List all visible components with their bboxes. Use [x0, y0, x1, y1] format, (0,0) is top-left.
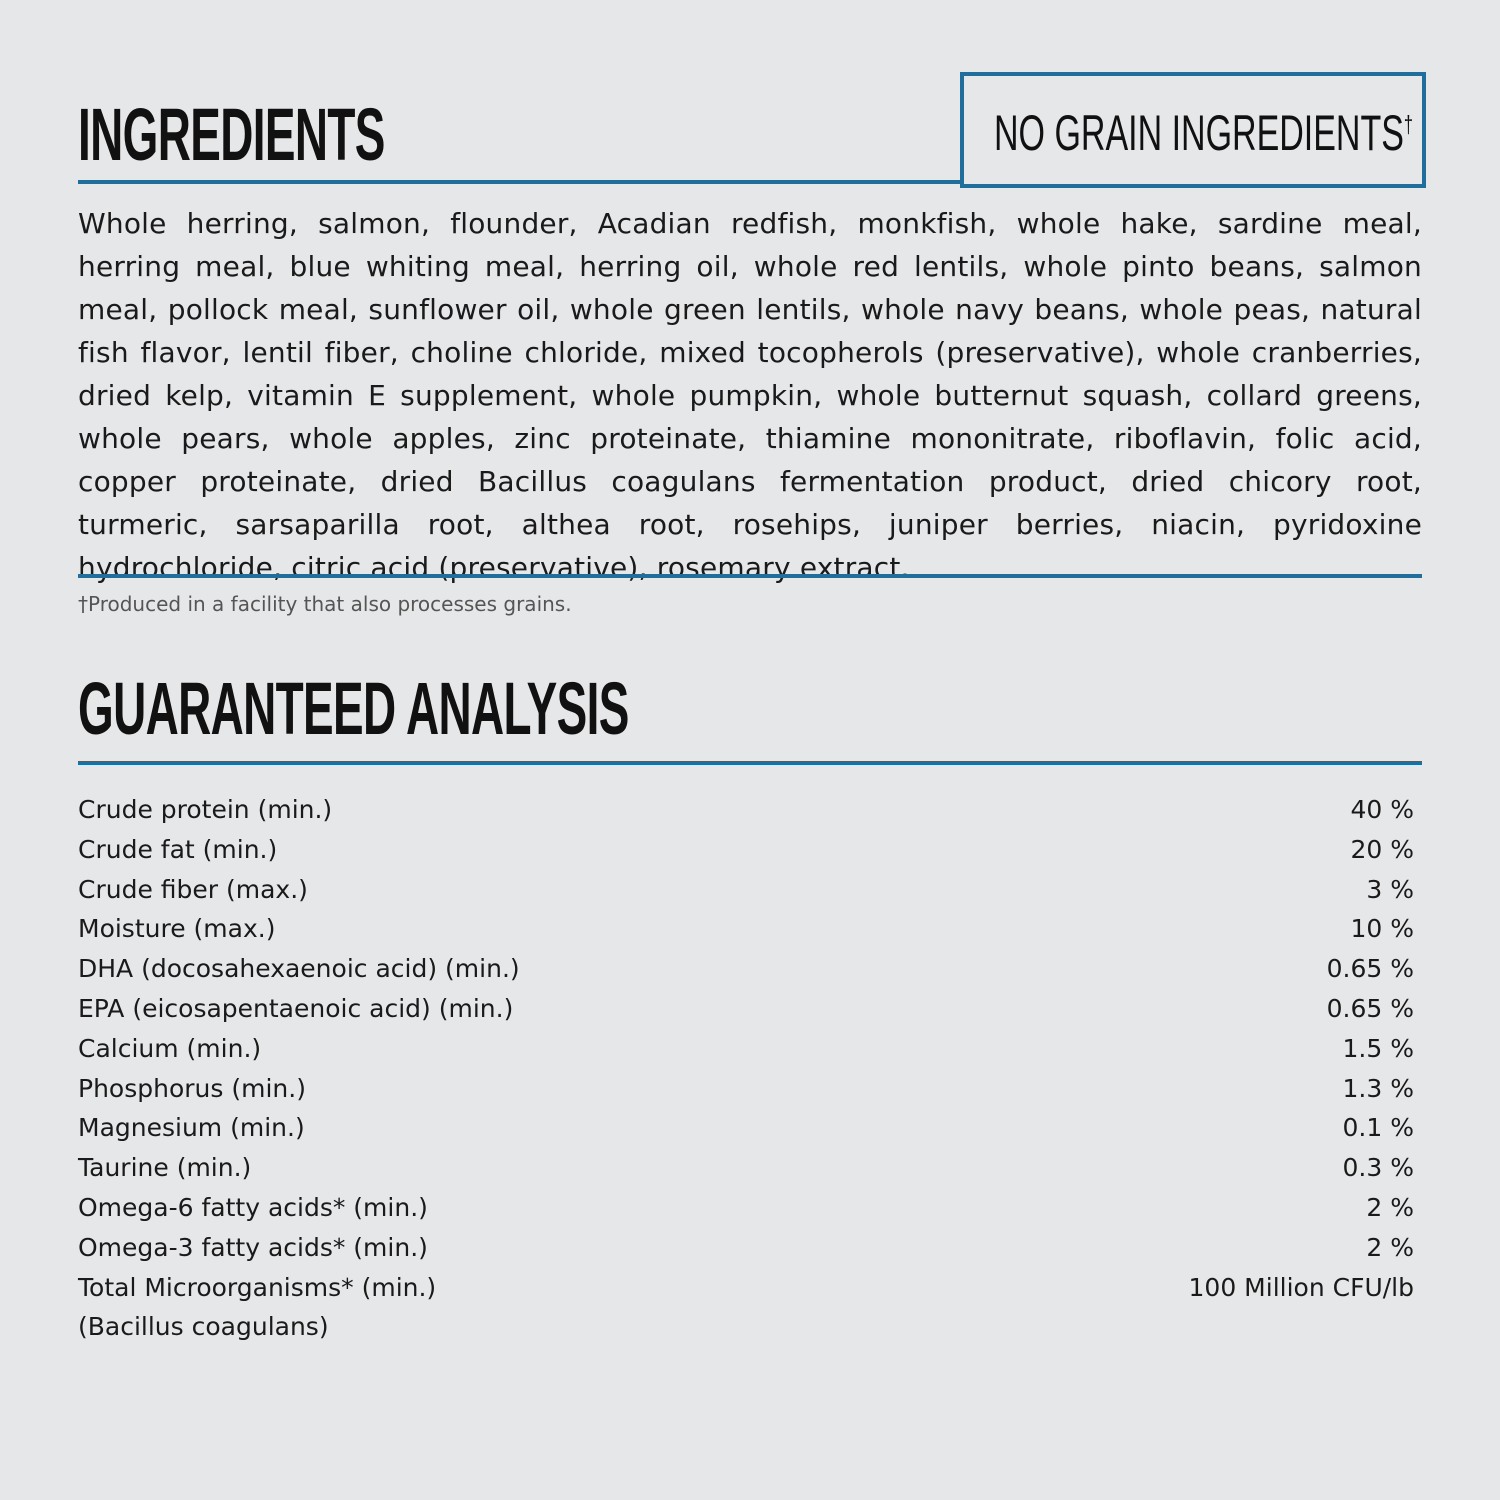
analysis-row: Crude protein (min.) 40 % [78, 790, 1414, 830]
badge-mark: † [1403, 111, 1414, 139]
no-grain-badge: NO GRAIN INGREDIENTS† [960, 72, 1426, 188]
ingredients-bottom-rule [78, 574, 1422, 578]
nutrient-value: 1.5 % [1342, 1033, 1414, 1063]
nutrient-value: 1.3 % [1342, 1073, 1414, 1103]
nutrient-value: 0.65 % [1326, 993, 1414, 1023]
nutrient-value: 20 % [1350, 834, 1414, 864]
nutrient-value: 3 % [1366, 874, 1414, 904]
nutrient-value: 100 Million CFU/lb [1188, 1272, 1414, 1302]
analysis-row: Calcium (min.) 1.5 % [78, 1029, 1414, 1069]
nutrient-label: Taurine (min.) [78, 1153, 252, 1183]
nutrient-label: Crude protein (min.) [78, 795, 333, 824]
nutrient-value: 40 % [1350, 795, 1414, 824]
nutrient-label: Omega-3 fatty acids* (min.) [78, 1232, 428, 1262]
nutrient-label: Moisture (max.) [78, 914, 276, 944]
analysis-row: Magnesium (min.) 0.1 % [78, 1108, 1414, 1148]
analysis-row: DHA (docosahexaenoic acid) (min.) 0.65 % [78, 949, 1414, 989]
ingredients-list: Whole herring, salmon, flounder, Acadian… [78, 207, 1422, 584]
analysis-row: Taurine (min.) 0.3 % [78, 1148, 1414, 1188]
nutrient-label: Crude fiber (max.) [78, 874, 308, 904]
nutrient-value: 0.65 % [1326, 954, 1414, 984]
analysis-row: EPA (eicosapentaenoic acid) (min.) 0.65 % [78, 989, 1414, 1029]
analysis-row: Moisture (max.) 10 % [78, 909, 1414, 949]
microorganism-note: (Bacillus coagulans) [78, 1312, 329, 1342]
analysis-table: Crude protein (min.) 40 % Crude fat (min.)… [78, 790, 1414, 1347]
analysis-row: Omega-6 fatty acids* (min.) 2 % [78, 1188, 1414, 1228]
nutrient-label: Crude fat (min.) [78, 834, 278, 864]
nutrient-value: 0.3 % [1342, 1153, 1414, 1183]
grain-footnote: †Produced in a facility that also proces… [78, 592, 572, 616]
nutrient-label: Total Microorganisms* (min.) [78, 1272, 437, 1302]
analysis-row: Omega-3 fatty acids* (min.) 2 % [78, 1228, 1414, 1268]
nutrient-value: 2 % [1366, 1192, 1414, 1222]
analysis-row: Total Microorganisms* (min.) 100 Million … [78, 1268, 1414, 1308]
nutrient-label: Magnesium (min.) [78, 1113, 305, 1143]
analysis-heading: GUARANTEED ANALYSIS [78, 667, 629, 750]
nutrient-value: 10 % [1350, 914, 1414, 944]
badge-text: NO GRAIN INGREDIENTS [994, 105, 1404, 161]
nutrient-label: Phosphorus (min.) [78, 1073, 306, 1103]
nutrient-label: DHA (docosahexaenoic acid) (min.) [78, 954, 520, 984]
nutrient-label: Omega-6 fatty acids* (min.) [78, 1192, 428, 1222]
nutrient-label: EPA (eicosapentaenoic acid) (min.) [78, 993, 514, 1023]
nutrient-value: 0.1 % [1342, 1113, 1414, 1143]
analysis-row: Crude fat (min.) 20 % [78, 830, 1414, 870]
ingredients-rule [78, 180, 960, 184]
analysis-row: Crude fiber (max.) 3 % [78, 870, 1414, 910]
analysis-rule [78, 761, 1422, 765]
nutrient-value: 2 % [1366, 1232, 1414, 1262]
analysis-row: Phosphorus (min.) 1.3 % [78, 1069, 1414, 1109]
ingredients-heading: INGREDIENTS [78, 93, 385, 176]
nutrient-label: Calcium (min.) [78, 1033, 262, 1063]
